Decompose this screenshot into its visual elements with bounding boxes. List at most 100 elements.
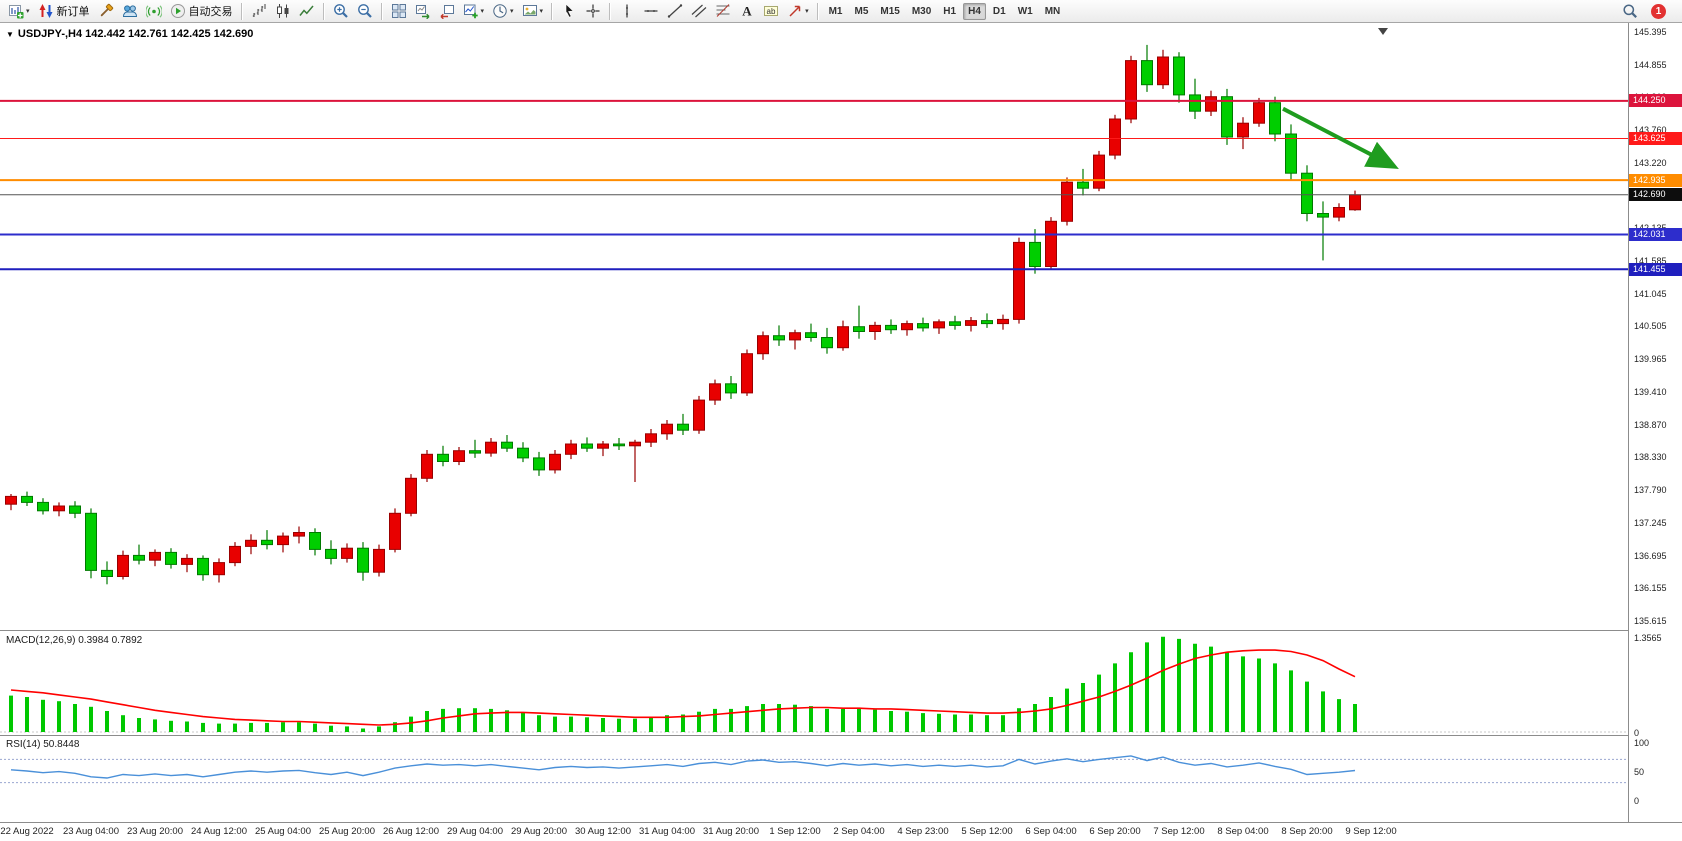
vertical-line-button[interactable]: [616, 0, 638, 22]
macd-signal-line: [10, 649, 1356, 726]
trendline-icon: [667, 4, 683, 18]
time-label: 4 Sep 23:00: [897, 826, 949, 837]
dropdown-caret-icon[interactable]: ▾: [26, 8, 30, 15]
trendline-button[interactable]: [664, 0, 686, 22]
new-chart-button[interactable]: ▾: [5, 0, 33, 22]
time-label: 8 Sep 20:00: [1281, 826, 1333, 837]
price-line-label: 142.690: [1629, 188, 1682, 202]
rsi-axis-label: 100: [1634, 738, 1650, 748]
channel-button[interactable]: [688, 0, 710, 22]
new-order-button[interactable]: 新订单: [35, 0, 93, 22]
chart-menu-icon[interactable]: ▼: [6, 29, 14, 39]
price-axis[interactable]: 145.395144.855144.310143.760143.220142.6…: [1628, 23, 1682, 822]
indicators-icon: [463, 4, 478, 19]
toolbar-separator: [816, 2, 819, 20]
experts-button[interactable]: [119, 0, 141, 22]
zoom-out-button[interactable]: [354, 0, 376, 22]
cursor-button[interactable]: [558, 0, 580, 22]
chart-shift-button[interactable]: [436, 0, 458, 22]
signals-icon: [145, 5, 162, 18]
horizontal-lines-layer[interactable]: [0, 99, 1628, 271]
line-chart-button[interactable]: [296, 0, 318, 22]
timeframe-m15-button[interactable]: M15: [880, 5, 900, 17]
time-label: 6 Sep 04:00: [1025, 826, 1077, 837]
price-tick-label: 143.220: [1634, 157, 1667, 168]
chart-window[interactable]: 145.395144.855144.310143.760143.220142.6…: [0, 23, 1682, 841]
zoom-in-button[interactable]: [330, 0, 352, 22]
toolbar-separator: [380, 2, 383, 20]
rsi-axis-label: 50: [1634, 767, 1645, 777]
timeframe-d1-button[interactable]: D1: [992, 5, 1006, 17]
play-icon: [170, 4, 185, 18]
chart-shift-marker[interactable]: [1378, 28, 1388, 35]
crosshair-button[interactable]: [582, 0, 604, 22]
timeframe-m5-button[interactable]: M5: [854, 5, 869, 17]
toolbar-separator: [551, 2, 554, 20]
rsi-panel-separator[interactable]: [0, 735, 1682, 736]
channel-icon: [691, 4, 707, 18]
horizontal-line-button[interactable]: [640, 0, 662, 22]
arrows-menu-button[interactable]: ▾: [784, 0, 812, 22]
price-tick-label: 136.695: [1634, 550, 1667, 561]
time-label: 25 Aug 20:00: [319, 826, 375, 837]
candle-chart-button[interactable]: [272, 0, 294, 22]
timeframe-w1-button[interactable]: W1: [1017, 5, 1033, 17]
time-axis[interactable]: 22 Aug 2022 23 Aug 04:00 23 Aug 20:00 24 Au…: [0, 822, 1682, 841]
timeframe-h4-button[interactable]: H4: [963, 2, 986, 20]
price-line-label: 144.250: [1629, 94, 1682, 108]
time-label: 23 Aug 04:00: [63, 826, 119, 837]
label-button[interactable]: ab: [760, 0, 782, 22]
timeframe-mn-button[interactable]: MN: [1044, 5, 1061, 17]
time-label: 31 Aug 04:00: [639, 826, 695, 837]
timeframe-h1-button[interactable]: H1: [943, 5, 957, 17]
macd-panel[interactable]: [0, 631, 1628, 735]
text-button[interactable]: A: [736, 0, 758, 22]
price-tick-label: 137.790: [1634, 484, 1667, 495]
price-tick-label: 141.045: [1634, 288, 1667, 299]
dropdown-caret-icon[interactable]: ▾: [510, 8, 514, 15]
bar-chart-button[interactable]: [248, 0, 270, 22]
dropdown-caret-icon[interactable]: ▾: [539, 8, 544, 15]
price-tick-label: 143.760: [1634, 125, 1667, 136]
autoscroll-button[interactable]: [412, 0, 434, 22]
dropdown-caret-icon[interactable]: ▾: [480, 8, 485, 15]
timeframe-m30-button[interactable]: M30: [911, 5, 932, 17]
price-chart[interactable]: [0, 23, 1628, 630]
autotrading-button[interactable]: 自动交易: [167, 0, 236, 22]
templates-button[interactable]: ▾: [519, 0, 547, 22]
arrow-obj-icon: [789, 5, 801, 17]
fibonacci-button[interactable]: [712, 0, 734, 22]
tile-windows-button[interactable]: [388, 0, 410, 22]
price-tick-label: 139.965: [1634, 353, 1667, 364]
price-line-label: 143.625: [1629, 132, 1682, 145]
time-label: 2 Sep 04:00: [833, 826, 885, 837]
rsi-panel[interactable]: [0, 736, 1628, 822]
macd-histogram: [9, 636, 1357, 732]
time-label: 7 Sep 12:00: [1153, 826, 1205, 837]
new-order-button-label: 新订单: [56, 6, 90, 18]
price-tick-label: 136.155: [1634, 583, 1667, 594]
price-tick-label: 137.245: [1634, 517, 1667, 528]
price-tick-label: 141.585: [1634, 256, 1667, 267]
vline-icon: [626, 4, 629, 18]
time-label: 25 Aug 04:00: [255, 826, 311, 837]
notification-badge[interactable]: 1: [1651, 3, 1666, 19]
dropdown-caret-icon[interactable]: ▾: [805, 8, 809, 15]
search-button[interactable]: [1619, 0, 1641, 22]
text-icon: A: [742, 4, 752, 19]
metaeditor-button[interactable]: [95, 0, 117, 22]
trend-arrow-annotation[interactable]: [1282, 106, 1399, 169]
timeframe-m1-button[interactable]: M1: [828, 5, 843, 17]
periods-button[interactable]: ▾: [489, 0, 517, 22]
tile-icon: [391, 4, 406, 18]
time-label: 6 Sep 20:00: [1089, 826, 1141, 837]
label-icon: ab: [764, 6, 779, 16]
rsi-level-lines: [0, 758, 1628, 784]
price-tick-label: 138.330: [1634, 452, 1667, 463]
svg-text:ab: ab: [767, 7, 776, 16]
macd-panel-separator[interactable]: [0, 630, 1682, 631]
rsi-line: [10, 755, 1356, 779]
experts-icon: [122, 5, 137, 17]
signals-button[interactable]: [143, 0, 165, 22]
indicators-button[interactable]: ▾: [460, 0, 488, 22]
